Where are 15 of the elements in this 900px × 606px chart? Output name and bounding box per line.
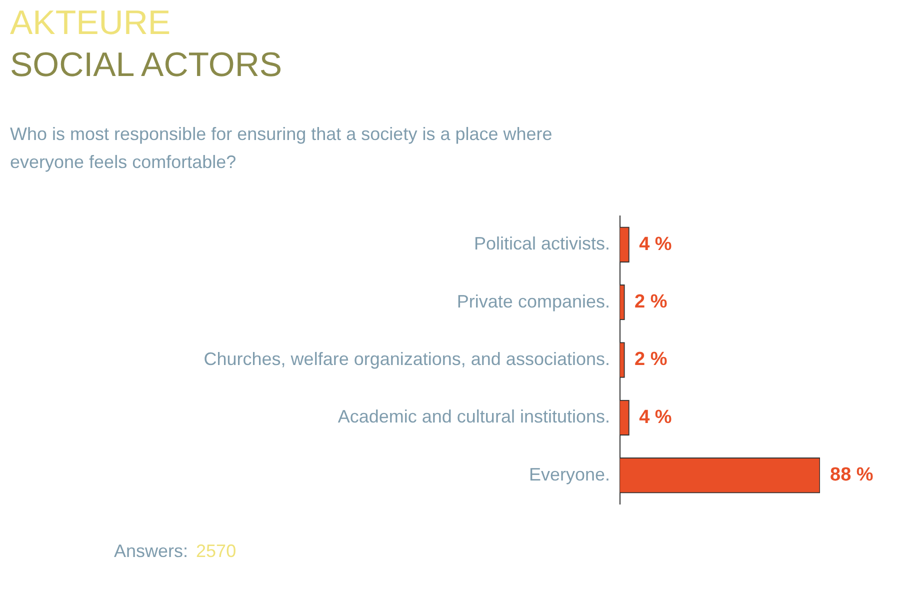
text: SOCIAL ACTORS <box>10 46 282 85</box>
data-label: 4 % <box>639 234 672 255</box>
text: Answers: <box>114 541 188 561</box>
y-tick-label: Everyone. <box>528 464 610 484</box>
text: 2570 <box>196 541 236 561</box>
data-label: 2 % <box>634 349 668 370</box>
data-label: 2 % <box>634 292 668 313</box>
text: Who is most responsible for ensuring that a society is a place where everyone feels comfortable? <box>10 123 554 174</box>
text: AKTEURE <box>10 4 171 43</box>
y-tick-label: Private companies. <box>456 291 610 312</box>
y-tick-label: Political activists. <box>474 234 610 254</box>
data-label: 88 % <box>830 464 874 486</box>
data-label: 4 % <box>639 406 672 428</box>
y-tick-label: Academic and cultural institutions. <box>338 406 610 427</box>
y-tick-label: Churches, welfare organizations, and associations. <box>204 348 610 369</box>
